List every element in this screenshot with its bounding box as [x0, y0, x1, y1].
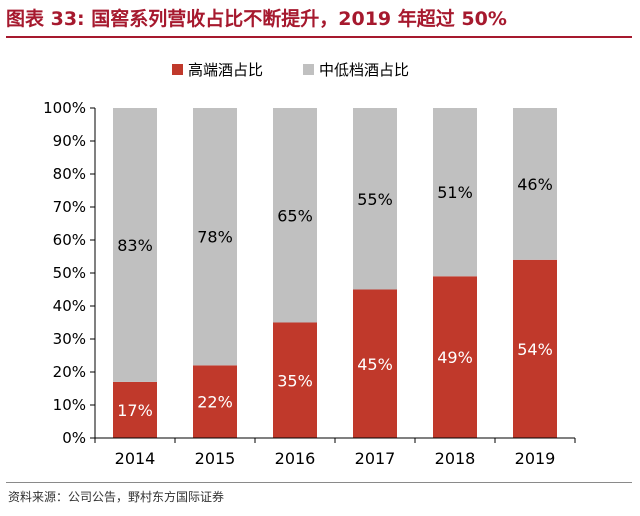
y-tick-label: 10% — [53, 396, 86, 414]
data-label-2017-high-end: 45% — [357, 355, 393, 374]
x-tick-label: 2019 — [515, 449, 556, 468]
bar-2017-mid-low — [353, 108, 397, 290]
bar-2018-high-end — [433, 276, 477, 438]
data-label-2015-high-end: 22% — [197, 393, 233, 412]
data-label-2018-mid-low: 51% — [437, 183, 473, 202]
y-tick-label: 0% — [62, 429, 86, 447]
y-tick-label: 50% — [53, 264, 86, 282]
x-tick-label: 2018 — [435, 449, 476, 468]
bar-2019-mid-low — [513, 108, 557, 260]
legend-swatch-0 — [172, 64, 183, 75]
source-divider — [6, 482, 632, 483]
bar-2016-mid-low — [273, 108, 317, 323]
legend-swatch-1 — [303, 64, 314, 75]
y-tick-label: 90% — [53, 132, 86, 150]
y-tick-label: 30% — [53, 330, 86, 348]
data-label-2015-mid-low: 78% — [197, 228, 233, 247]
figure-title: 图表 33: 国窖系列营收占比不断提升，2019 年超过 50% — [6, 8, 507, 30]
bar-2015-mid-low — [193, 108, 237, 366]
data-label-2019-high-end: 54% — [517, 340, 553, 359]
source-note: 资料来源：公司公告，野村东方国际证券 — [8, 490, 225, 504]
data-label-2014-mid-low: 83% — [117, 236, 153, 255]
x-tick-label: 2017 — [355, 449, 396, 468]
y-tick-label: 80% — [53, 165, 86, 183]
legend-label-1: 中低档酒占比 — [319, 61, 409, 79]
x-axis: 2014 2015 2016 2017 2018 2019 — [94, 437, 576, 468]
bar-2014-mid-low — [113, 108, 157, 382]
data-label-2018-high-end: 49% — [437, 348, 473, 367]
stacked-bar-chart: 高端酒占比 中低档酒占比 0% 10% 20% 30% 40% 50% 60% 70% 80% 90… — [43, 61, 576, 468]
bar-2017-high-end — [353, 289, 397, 438]
y-tick-label: 40% — [53, 297, 86, 315]
y-tick-label: 20% — [53, 363, 86, 381]
bar-2019-high-end — [513, 259, 557, 438]
data-label-2019-mid-low: 46% — [517, 175, 553, 194]
data-label-2016-high-end: 35% — [277, 371, 313, 390]
legend-label-0: 高端酒占比 — [188, 61, 263, 79]
title-divider — [6, 36, 632, 38]
y-axis: 0% 10% 20% 30% 40% 50% 60% 70% 80% 90% 100% — [43, 99, 96, 447]
legend: 高端酒占比 中低档酒占比 — [172, 61, 409, 79]
x-tick-label: 2014 — [115, 449, 156, 468]
bar-2014-high-end — [113, 381, 157, 438]
data-label-2014-high-end: 17% — [117, 401, 153, 420]
x-tick-label: 2016 — [275, 449, 316, 468]
x-tick-label: 2015 — [195, 449, 236, 468]
bars: 17% 83% 22% 78% 35% 65% 45% 55% 49% 51% 54% 46% — [113, 108, 557, 438]
bar-2015-high-end — [193, 365, 237, 438]
data-label-2016-mid-low: 65% — [277, 206, 313, 225]
y-tick-label: 60% — [53, 231, 86, 249]
bar-2016-high-end — [273, 322, 317, 438]
data-label-2017-mid-low: 55% — [357, 190, 393, 209]
y-tick-label: 100% — [43, 99, 86, 117]
y-tick-label: 70% — [53, 198, 86, 216]
bar-2018-mid-low — [433, 108, 477, 277]
